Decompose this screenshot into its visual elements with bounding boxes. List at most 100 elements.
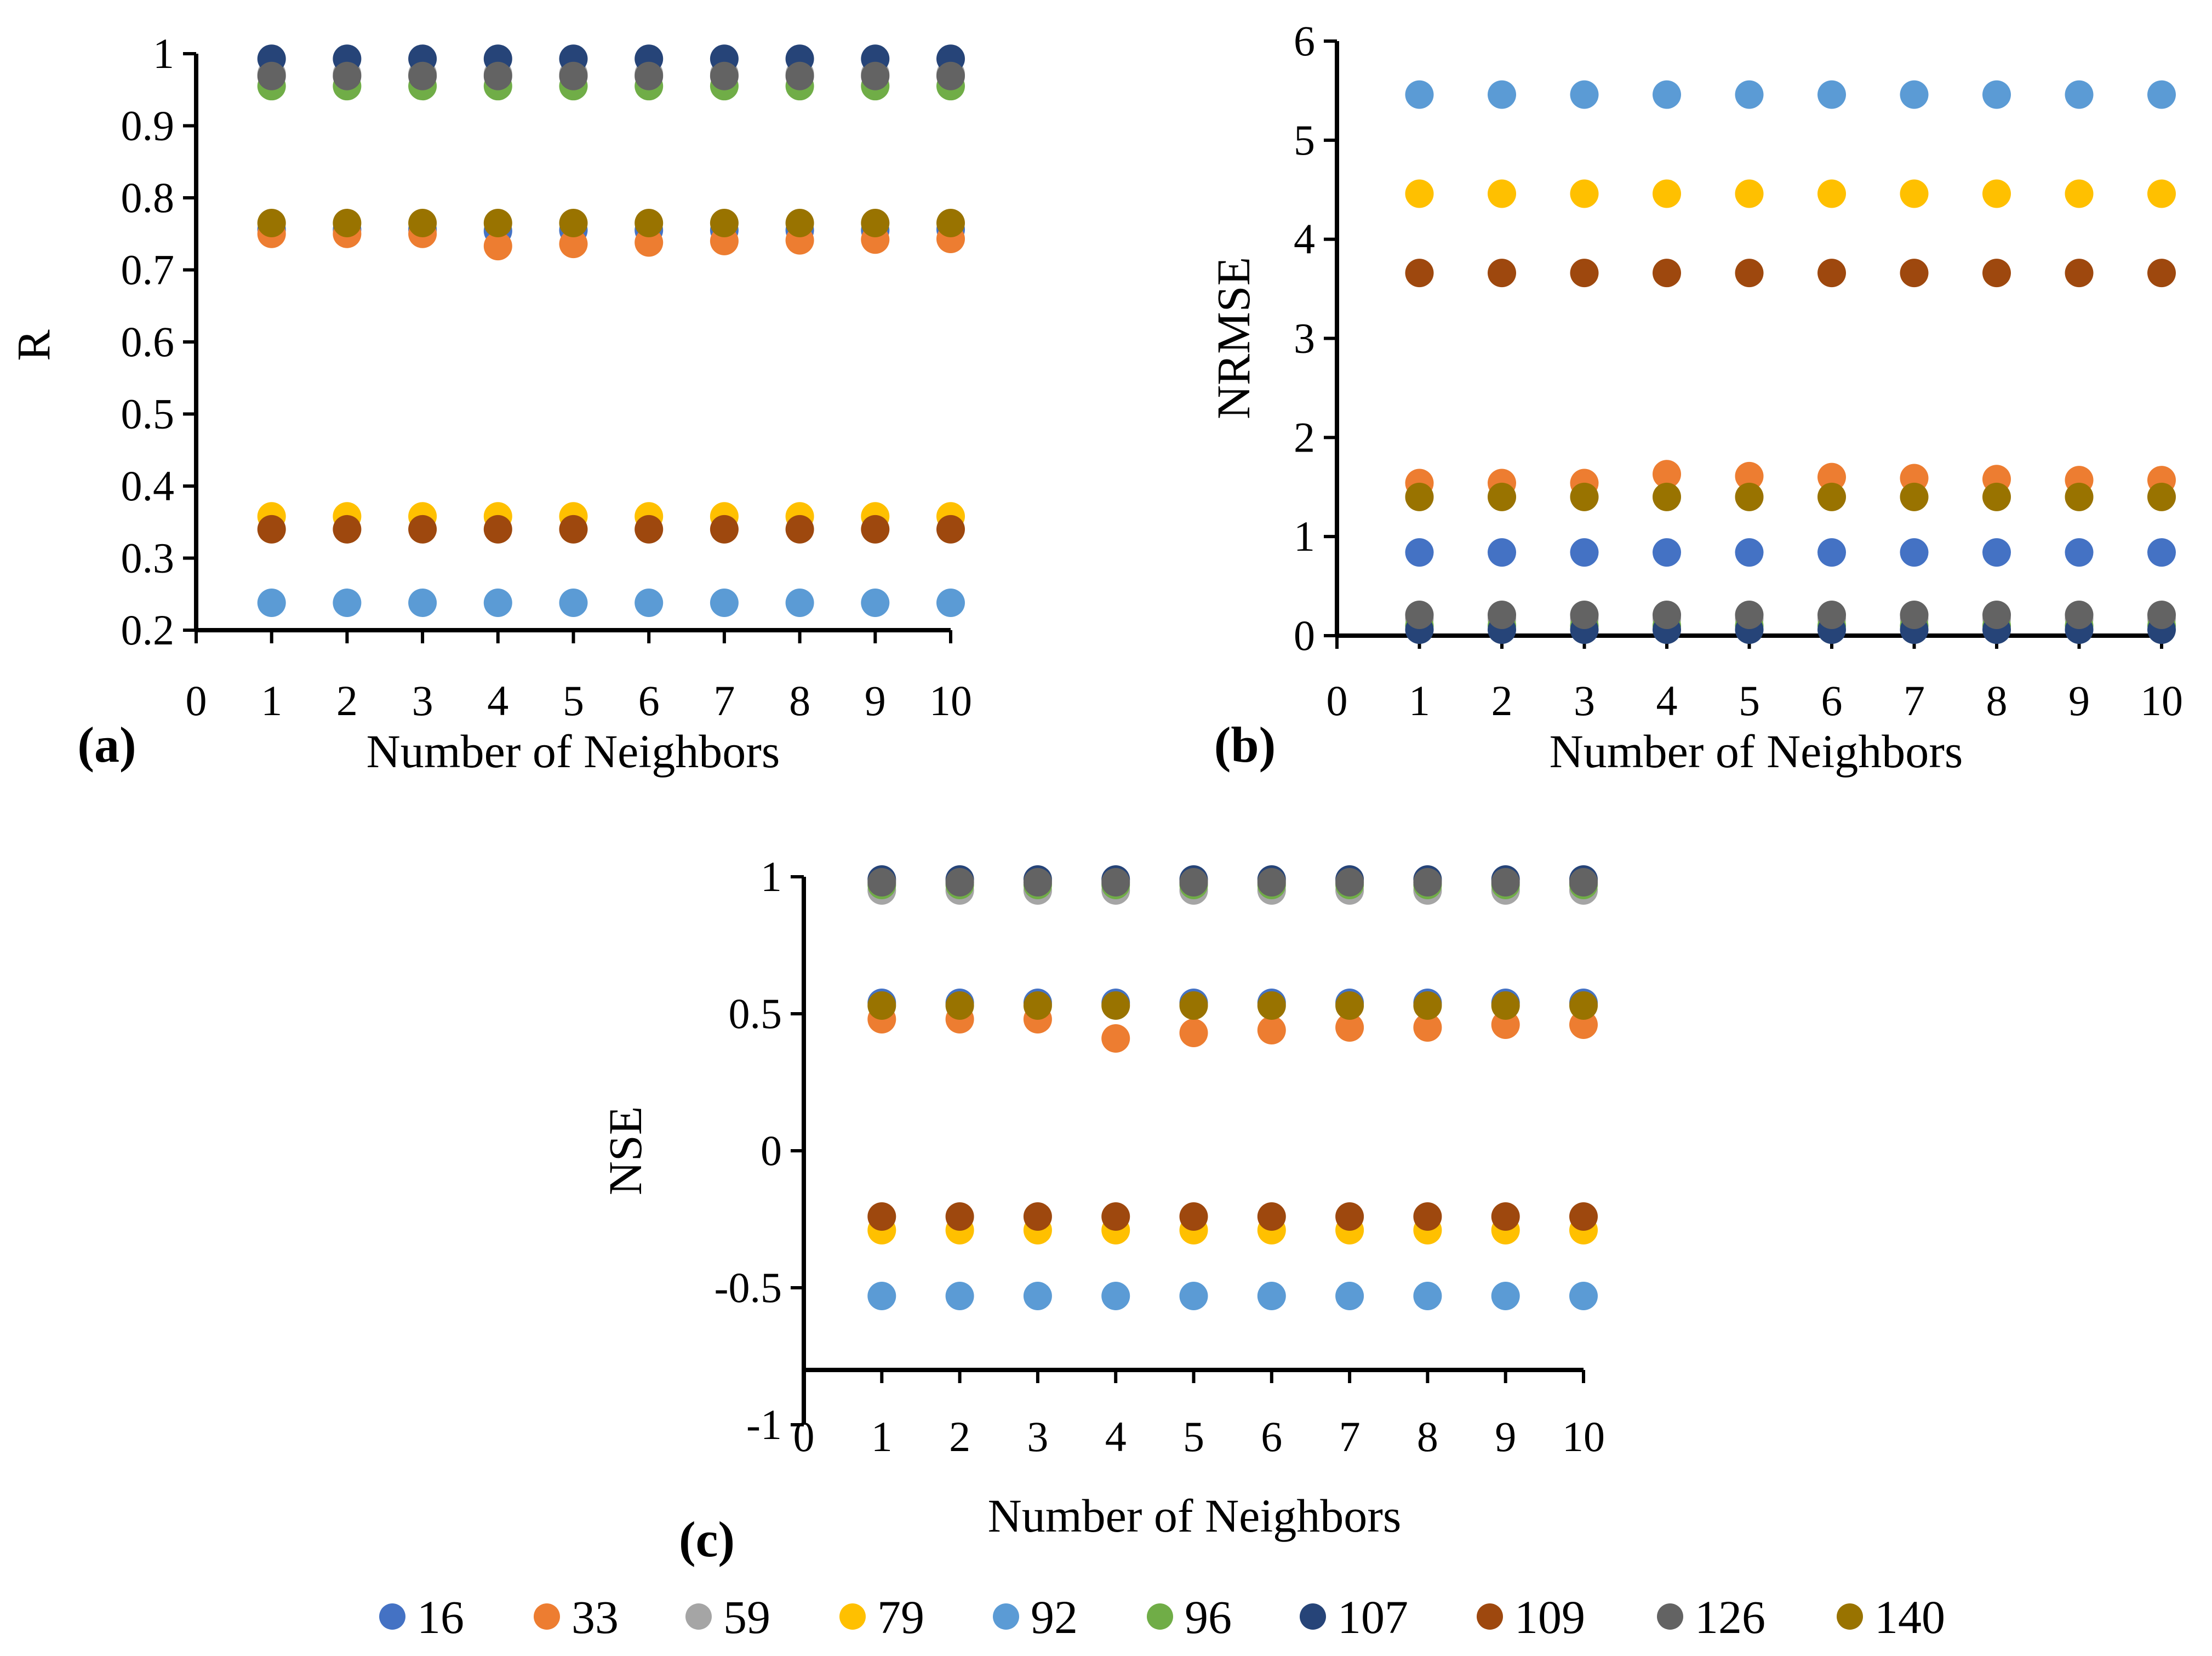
x-tick-label: 10 — [2140, 677, 2183, 724]
x-tick-label: 7 — [1904, 677, 1925, 724]
data-point — [1900, 482, 1929, 511]
data-point — [936, 209, 965, 238]
data-point — [1570, 259, 1599, 288]
legend-marker — [1837, 1603, 1863, 1630]
x-tick-label: 4 — [1656, 677, 1678, 724]
y-tick-label: 0.2 — [121, 606, 175, 654]
data-point — [710, 515, 739, 544]
legend-item-107: 107 — [1300, 1591, 1408, 1643]
data-point — [1101, 868, 1130, 896]
legend-marker — [534, 1603, 560, 1630]
legend-label: 16 — [417, 1591, 464, 1643]
data-point — [936, 589, 965, 618]
series-92 — [867, 1282, 1598, 1310]
x-tick-label: 3 — [1574, 677, 1595, 724]
data-point — [1653, 482, 1681, 511]
series-16 — [1405, 538, 2176, 567]
data-point — [1900, 601, 1929, 630]
y-tick-label: 2 — [1294, 413, 1315, 461]
series-92 — [257, 589, 965, 618]
data-point — [1405, 259, 1434, 288]
legend-item-140: 140 — [1837, 1591, 1945, 1643]
series-33 — [1405, 460, 2176, 498]
data-point — [785, 209, 814, 238]
legend-item-16: 16 — [379, 1591, 464, 1643]
x-tick-label: 4 — [1105, 1413, 1127, 1460]
series-16 — [867, 989, 1598, 1017]
x-tick-label: 5 — [1739, 677, 1760, 724]
data-point — [1817, 538, 1846, 567]
data-point — [559, 515, 588, 544]
legend-marker — [1477, 1603, 1503, 1630]
series-107 — [1405, 615, 2176, 644]
data-point — [1817, 462, 1846, 492]
data-point — [1817, 80, 1846, 109]
series-140 — [867, 991, 1598, 1020]
data-point — [861, 209, 890, 238]
series-79 — [257, 502, 965, 531]
x-tick-label: 2 — [1491, 677, 1513, 724]
legend-label: 107 — [1338, 1591, 1408, 1643]
x-tick-label: 3 — [412, 677, 433, 724]
series-126 — [1405, 601, 2176, 630]
data-point — [1257, 991, 1286, 1020]
data-point — [333, 589, 362, 618]
data-point — [1570, 179, 1599, 208]
data-point — [1335, 1282, 1364, 1310]
data-point — [1982, 80, 2011, 109]
y-tick-label: 5 — [1294, 116, 1315, 164]
data-point — [1405, 601, 1434, 630]
data-point — [1023, 1202, 1052, 1231]
y-tick-label: 0 — [761, 1127, 782, 1174]
data-point — [1653, 179, 1681, 208]
data-point — [2065, 259, 2094, 288]
data-point — [1491, 991, 1520, 1020]
x-tick-label: 10 — [1562, 1413, 1605, 1460]
data-point — [1735, 601, 1764, 630]
x-tick-label: 8 — [789, 677, 810, 724]
data-point — [333, 61, 362, 90]
series-140 — [257, 209, 965, 238]
legend-label: 140 — [1874, 1591, 1945, 1643]
data-point — [1413, 1013, 1442, 1042]
series-79 — [867, 1216, 1598, 1244]
legend-item-92: 92 — [993, 1591, 1078, 1643]
data-point — [1335, 868, 1364, 896]
data-point — [1101, 1282, 1130, 1310]
y-tick-label: 0.7 — [121, 246, 175, 294]
y-tick-label: 0.4 — [121, 462, 175, 510]
data-point — [1257, 868, 1286, 896]
data-point — [1982, 179, 2011, 208]
data-point — [2065, 482, 2094, 511]
y-tick-label: 0.3 — [121, 534, 175, 582]
data-point — [1735, 482, 1764, 511]
data-point — [1179, 1282, 1208, 1310]
data-point — [1735, 179, 1764, 208]
y-tick-label: 0.6 — [121, 318, 175, 366]
data-point — [1900, 259, 1929, 288]
data-point — [559, 209, 588, 238]
y-tick-label: -1 — [746, 1401, 782, 1448]
data-point — [945, 1202, 974, 1231]
data-point — [257, 61, 286, 90]
series-126 — [257, 61, 965, 90]
x-axis-title: Number of Neighbors — [988, 1489, 1402, 1542]
legend-marker — [1657, 1603, 1683, 1630]
data-point — [785, 515, 814, 544]
data-point — [2147, 601, 2176, 630]
data-point — [1900, 179, 1929, 208]
data-point — [710, 61, 739, 90]
legend-marker — [1300, 1603, 1326, 1630]
data-point — [1179, 1202, 1208, 1231]
x-tick-label: 3 — [1027, 1413, 1048, 1460]
panel-label: (b) — [1214, 717, 1276, 773]
data-point — [1491, 868, 1520, 896]
data-point — [559, 61, 588, 90]
x-tick-label: 1 — [261, 677, 282, 724]
data-point — [1257, 1016, 1286, 1044]
y-axis-title: R — [7, 329, 60, 361]
y-tick-label: 1 — [1294, 512, 1315, 560]
data-point — [559, 589, 588, 618]
data-point — [1023, 1282, 1052, 1310]
data-point — [1982, 601, 2011, 630]
